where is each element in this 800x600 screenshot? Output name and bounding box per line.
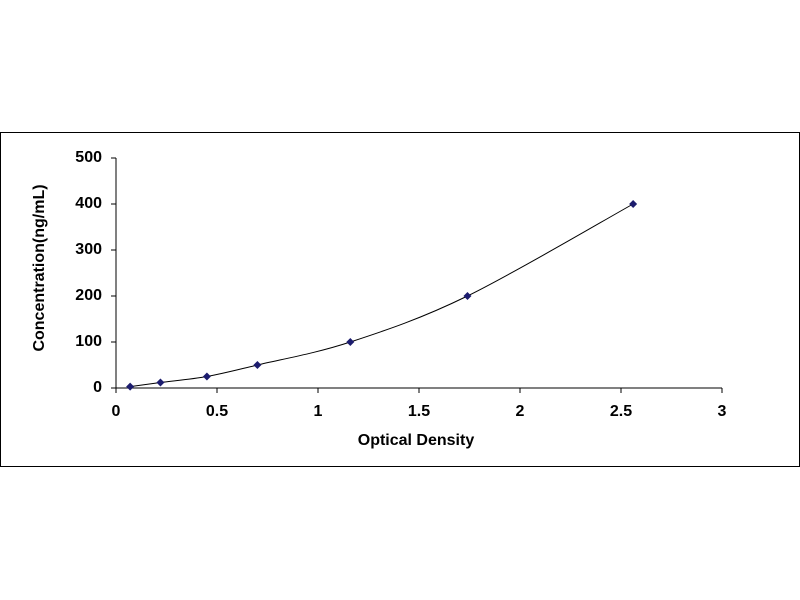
data-point [202,372,211,381]
y-tick-label: 100 [75,333,102,350]
x-tick-label: 0.5 [206,403,228,420]
x-tick-label: 2 [516,403,525,420]
data-point [253,361,262,369]
x-axis-title: Optical Density [358,432,475,449]
y-tick-label: 300 [75,241,102,258]
y-tick-label: 400 [75,195,102,212]
data-point [463,292,472,300]
data-point [126,382,135,391]
data-point [346,338,355,346]
x-tick-label: 0 [112,403,121,420]
x-tick-label: 3 [718,403,727,420]
data-point [629,200,638,208]
trend-line [130,203,634,388]
x-tick-label: 2.5 [610,403,632,420]
y-tick-label: 500 [75,149,102,166]
x-tick-label: 1.5 [408,403,430,420]
chart-frame [0,132,800,467]
x-tick-label: 1 [314,403,323,420]
y-tick-label: 0 [93,379,102,396]
data-point [156,378,165,387]
y-axis-title: Concentration(ng/mL) [31,184,48,351]
y-tick-label: 200 [75,287,102,304]
